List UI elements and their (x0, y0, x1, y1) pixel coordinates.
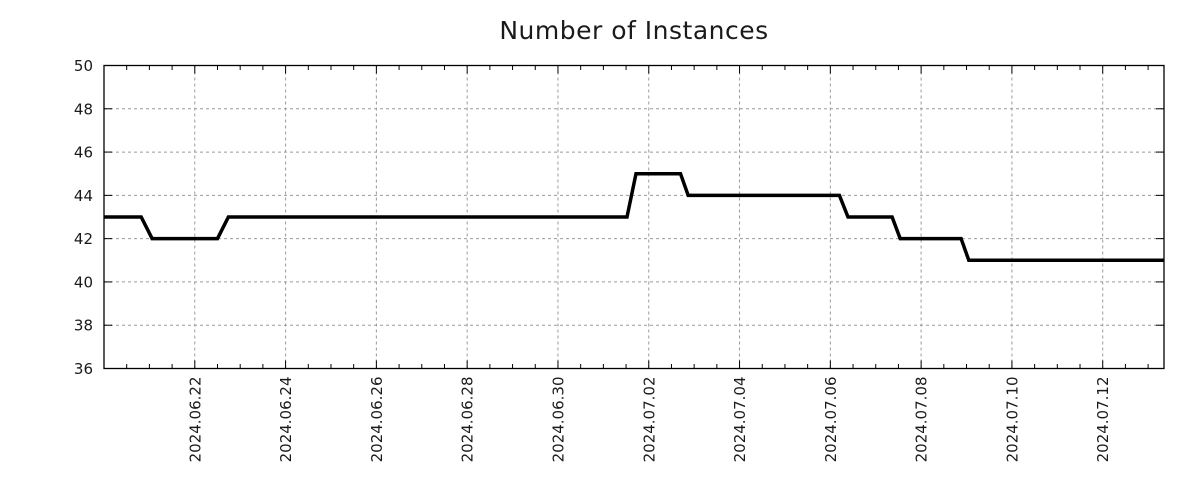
y-tick-label: 46 (74, 144, 93, 162)
label-layer: 36 38 40 42 44 46 48 50 2024.06.22 2024.06.24 2024… (74, 57, 1112, 462)
series-layer (104, 171, 1164, 263)
x-tick-label: 2024.07.02 (640, 377, 658, 463)
x-tick-label: 2024.06.30 (549, 377, 567, 463)
x-tick-label: 2024.07.06 (822, 377, 840, 463)
x-tick-label: 2024.06.24 (277, 377, 295, 463)
x-tick-label: 2024.07.08 (913, 377, 931, 463)
x-tick-label: 2024.07.04 (731, 377, 749, 463)
series-line-instances (104, 171, 1164, 263)
y-tick-label: 40 (74, 273, 93, 291)
y-tick-label: 42 (74, 230, 93, 248)
grid-layer (104, 65, 1164, 369)
chart-title: Number of Instances (499, 16, 768, 45)
x-tick-label: 2024.07.12 (1094, 377, 1112, 463)
axis-layer (103, 64, 1165, 370)
y-tick-label: 44 (74, 187, 93, 205)
plot-border (103, 64, 1165, 370)
x-tick-label: 2024.07.10 (1003, 377, 1021, 463)
y-tick-label: 48 (74, 100, 93, 118)
x-tick-label: 2024.06.28 (459, 377, 477, 463)
x-tick-label: 2024.06.22 (186, 377, 204, 463)
y-tick-label: 36 (74, 360, 93, 378)
x-tick-label: 2024.06.26 (368, 377, 386, 463)
y-tick-label: 38 (74, 317, 93, 335)
y-tick-label: 50 (74, 57, 93, 75)
